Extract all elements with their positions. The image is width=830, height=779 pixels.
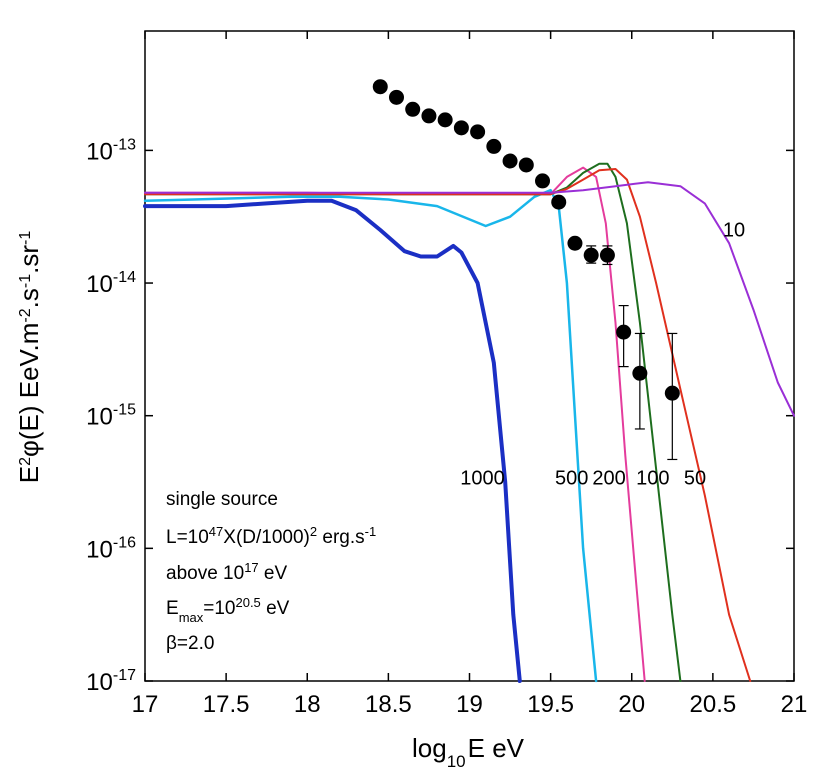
series-line-500 xyxy=(143,188,598,683)
x-tick-label-0: 17 xyxy=(132,691,159,718)
y-tick-label-1: 10-14 xyxy=(86,269,136,298)
x-tick-label-6: 20 xyxy=(618,691,645,718)
data-point-0 xyxy=(372,79,388,95)
series-line-1000 xyxy=(143,198,522,683)
x-tick-label-8: 21 xyxy=(781,691,808,718)
y-tick-label-2: 10-15 xyxy=(86,402,136,431)
x-tick-label-3: 18.5 xyxy=(365,691,412,718)
x-axis-title: log10E eV xyxy=(412,733,525,771)
curve-label-200: 200 xyxy=(592,468,625,490)
y-tick-labels: 10-13 10-14 10-15 10-16 10-17 xyxy=(86,136,136,696)
data-point-2 xyxy=(405,101,421,117)
x-tick-label-5: 19.5 xyxy=(527,691,574,718)
annotation-line-2: L=1047X(D/1000)2 erg.s-1 xyxy=(166,524,376,549)
series-curves xyxy=(143,162,795,683)
curve-label-1000: 1000 xyxy=(460,468,505,490)
curve-label-500: 500 xyxy=(555,468,588,490)
data-point-17 xyxy=(664,385,680,401)
data-point-8 xyxy=(502,153,518,169)
data-point-9 xyxy=(518,157,534,173)
curve-label-10: 10 xyxy=(723,220,745,242)
data-point-6 xyxy=(470,124,486,140)
data-point-3 xyxy=(421,108,437,124)
data-point-13 xyxy=(583,247,599,263)
data-point-11 xyxy=(551,194,567,210)
data-point-4 xyxy=(437,112,453,128)
data-point-14 xyxy=(599,247,615,263)
y-axis-title: E2φ(E) EeV.m-2.s-1.sr-1 xyxy=(14,231,44,484)
data-points xyxy=(372,79,680,461)
y-tick-label-0: 10-13 xyxy=(86,136,136,165)
annotation-block: single source L=1047X(D/1000)2 erg.s-1 a… xyxy=(166,489,376,654)
data-point-5 xyxy=(453,120,469,136)
data-point-7 xyxy=(486,138,502,154)
x-tick-label-1: 17.5 xyxy=(203,691,250,718)
data-point-12 xyxy=(567,235,583,251)
curve-label-100: 100 xyxy=(636,468,669,490)
curve-label-50: 50 xyxy=(684,468,706,490)
y-tick-label-4: 10-17 xyxy=(86,667,136,696)
curve-labels: 1000 500 200 100 50 10 xyxy=(460,220,745,490)
series-line-10 xyxy=(144,181,795,417)
series-line-50 xyxy=(144,168,752,682)
data-point-10 xyxy=(535,173,551,189)
y-tick-label-3: 10-16 xyxy=(86,534,136,563)
x-tick-label-7: 20.5 xyxy=(690,691,737,718)
tick-marks xyxy=(144,31,795,682)
data-point-15 xyxy=(616,324,632,340)
annotation-line-1: single source xyxy=(166,489,278,510)
annotation-line-4: Emax=1020.5 eV xyxy=(166,595,290,625)
x-tick-label-4: 19 xyxy=(456,691,483,718)
annotation-line-5: β=2.0 xyxy=(166,633,214,654)
data-point-16 xyxy=(632,365,648,381)
x-tick-labels: 17 17.5 18 18.5 19 19.5 20 20.5 21 xyxy=(132,691,808,718)
data-point-1 xyxy=(388,89,404,105)
x-tick-label-2: 18 xyxy=(294,691,321,718)
annotation-line-3: above 1017 eV xyxy=(166,560,288,585)
